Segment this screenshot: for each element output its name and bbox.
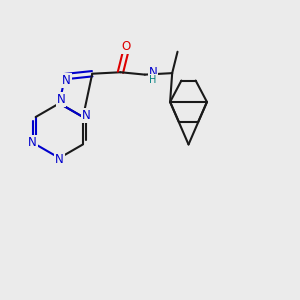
Text: N: N xyxy=(56,93,65,106)
Text: H: H xyxy=(149,75,157,85)
Text: N: N xyxy=(82,109,91,122)
Text: O: O xyxy=(121,40,130,53)
Text: N: N xyxy=(149,66,158,79)
Text: N: N xyxy=(28,136,37,149)
Text: N: N xyxy=(55,153,64,166)
Text: N: N xyxy=(62,74,71,87)
